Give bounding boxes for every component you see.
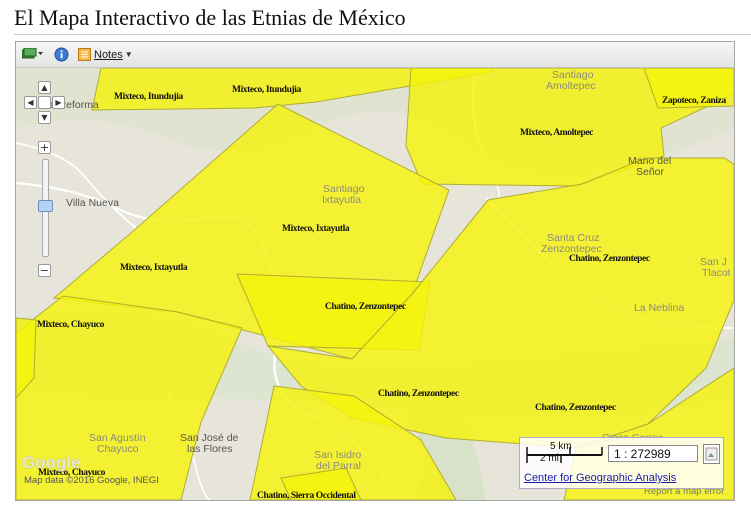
ethnic-label: Mixteco, Chayuco <box>37 320 105 330</box>
region-mixteco-itundujia[interactable] <box>91 68 493 111</box>
zoom-slider-thumb[interactable] <box>38 200 53 212</box>
place-label: San Isidro <box>314 449 361 461</box>
notes-label: Notes <box>94 48 123 61</box>
place-label: las Flores <box>187 443 233 455</box>
ethnic-label: Mixteco, Itundujia <box>114 92 183 102</box>
broken-image-icon <box>705 447 718 461</box>
map-attribution: Map data ©2016 Google, INEGI <box>24 475 159 486</box>
info-button[interactable] <box>54 47 69 65</box>
place-label: Amoltepec <box>546 80 596 92</box>
scale-bar-icon <box>526 447 603 463</box>
pan-right-button[interactable]: ▶ <box>52 96 65 109</box>
place-label: Zenzontepec <box>541 243 602 255</box>
zoom-out-button[interactable]: − <box>38 264 51 277</box>
pan-down-button[interactable]: ▼ <box>38 111 51 124</box>
region-mixteco-chayuco[interactable] <box>16 295 243 500</box>
ethnic-label: Mixteco, Itundujia <box>232 85 301 95</box>
region-chatino-sierra-occidental[interactable] <box>249 385 457 500</box>
place-label: San J <box>700 256 727 268</box>
info-icon <box>54 47 69 62</box>
scale-ratio-input[interactable]: 1 : 272989 <box>608 445 698 462</box>
title-divider <box>14 34 751 35</box>
ethnic-label: Chatino, Zenzontepec <box>569 254 650 264</box>
scale-apply-button[interactable] <box>703 444 720 464</box>
place-label: Tlacot <box>702 267 731 279</box>
ethnic-label: Chatino, Zenzontepec <box>325 302 406 312</box>
pan-left-button[interactable]: ◀ <box>24 96 37 109</box>
place-label: Santiago <box>552 69 594 81</box>
place-label: Villa Nueva <box>66 197 119 209</box>
place-label: del Parral <box>316 460 361 472</box>
notes-menu[interactable]: Notes ▼ <box>78 47 133 62</box>
place-label: Ixtayutla <box>322 194 361 206</box>
region-mixteco-chayuco-edge[interactable] <box>16 317 37 399</box>
pan-up-button[interactable]: ▲ <box>38 81 51 94</box>
place-label: Chayuco <box>97 443 139 455</box>
ethnic-label: Mixteco, Amoltepec <box>520 128 593 138</box>
page-title: El Mapa Interactivo de las Etnias de Méx… <box>14 5 406 30</box>
region-chatino-zenzontepec[interactable] <box>266 157 734 449</box>
chevron-down-icon: ▼ <box>124 50 133 59</box>
pan-center-button[interactable] <box>38 96 51 109</box>
ethnic-label: Chatino, Zenzontepec <box>378 389 459 399</box>
ethnic-regions <box>16 68 734 500</box>
ethnic-label: Zapoteco, Zaniza <box>662 96 726 106</box>
report-map-error-link[interactable]: Report a map error <box>644 486 725 497</box>
ethnic-label: Mixteco, Chayuco <box>38 468 106 478</box>
ethnic-label: Chatino, Sierra Occidental <box>257 491 356 500</box>
zoom-in-button[interactable]: + <box>38 141 51 154</box>
region-mixteco-amoltepec[interactable] <box>405 68 734 187</box>
place-label: San Agustín <box>89 432 146 444</box>
map-canvas[interactable]: La Reforma Santiago Amoltepec Mano del S… <box>16 68 734 500</box>
notes-icon <box>78 48 91 61</box>
scale-km-label: 5 km <box>550 441 572 452</box>
map-svg: La Reforma Santiago Amoltepec Mano del S… <box>16 68 734 500</box>
map-layers-button[interactable] <box>21 47 44 63</box>
ethnic-label: Mixteco, Ixtayutla <box>120 263 188 273</box>
map-frame: Notes ▼ <box>15 41 735 501</box>
map-layers-icon <box>21 47 43 59</box>
place-label: Señor <box>636 166 665 178</box>
cga-link[interactable]: Center for Geographic Analysis <box>524 472 677 484</box>
place-label: Santa Cruz <box>547 232 600 244</box>
place-label: Mano del <box>628 155 671 167</box>
scale-mi-label: 2 mi <box>540 453 559 464</box>
google-logo[interactable]: Google <box>22 453 81 472</box>
ethnic-label: Chatino, Zenzontepec <box>535 403 616 413</box>
region-chatino-sierra-occidental-inner[interactable] <box>280 467 362 500</box>
place-label: Santiago <box>323 183 365 195</box>
region-zapoteco-zaniza[interactable] <box>643 68 734 109</box>
map-toolbar: Notes ▼ <box>16 42 734 68</box>
scale-panel: 5 km 2 mi 1 : 272989 Center for Geograph… <box>519 437 724 489</box>
place-label: La Neblina <box>634 302 684 314</box>
ethnic-label: Mixteco, Ixtayutla <box>282 224 350 234</box>
place-label: San José de <box>180 432 239 444</box>
